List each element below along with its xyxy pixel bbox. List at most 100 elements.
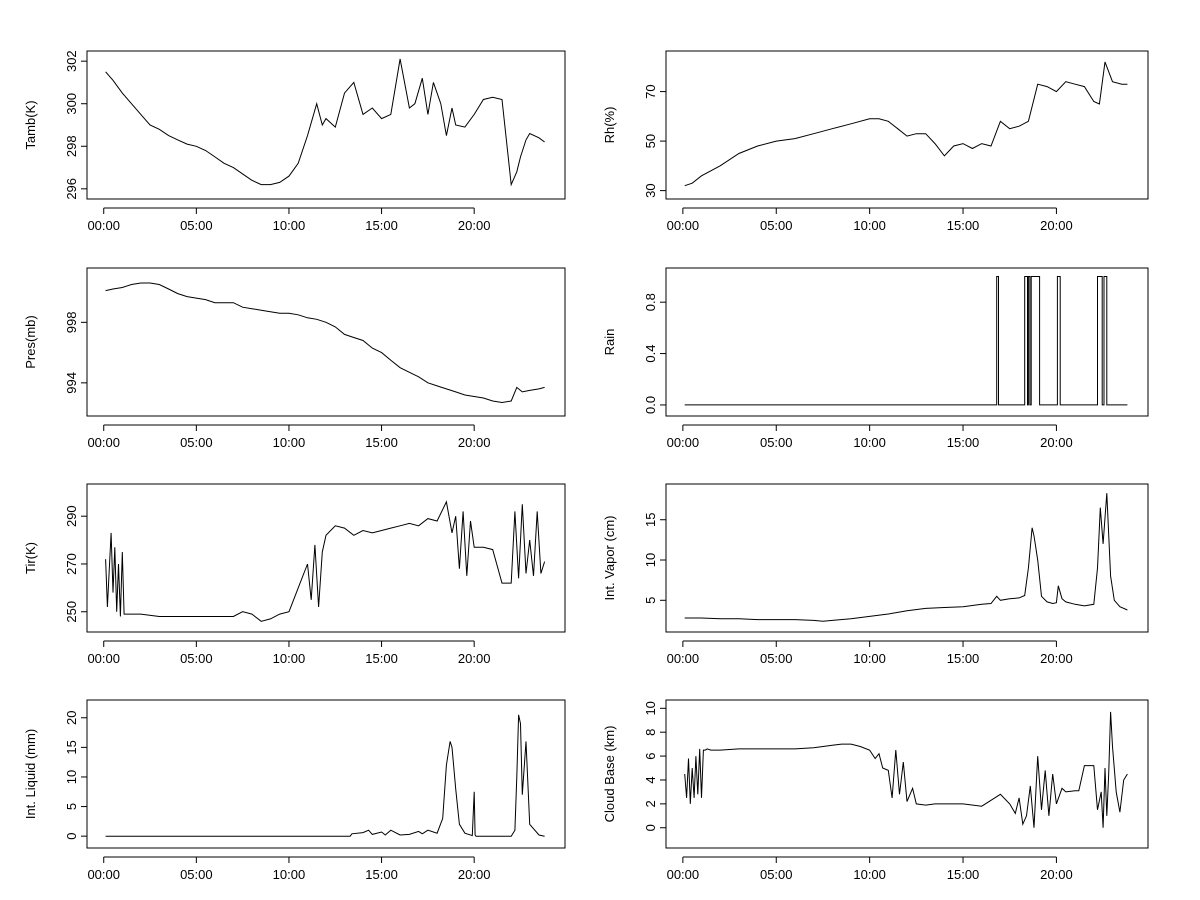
y-tick-label: 270 — [64, 553, 79, 575]
chart-panel-6: 0 5 10 15 20 Int. Liquid (mm) 00:00 05:00 10:00 1… — [23, 699, 566, 882]
x-tick-label: 05:00 — [180, 651, 213, 666]
y-tick-label: 0.0 — [643, 396, 658, 414]
y-tick-label: 0 — [643, 824, 658, 831]
x-tick-label: 00:00 — [667, 651, 700, 666]
x-tick-label: 15:00 — [947, 867, 980, 882]
y-tick-label: 15 — [64, 740, 79, 754]
plot-frame — [665, 483, 1149, 633]
series-line — [684, 711, 1128, 828]
y-axis-label: Tir(K) — [23, 542, 38, 574]
chart-panel-0: 296 298 300 302 Tamb(K) 00:00 05:00 10:00 15:00 2… — [23, 50, 566, 233]
x-tick-label: 00:00 — [87, 867, 120, 882]
y-tick-label: 20 — [64, 711, 79, 725]
x-tick-label: 00:00 — [667, 867, 700, 882]
series-line — [684, 276, 1128, 406]
x-tick-label: 05:00 — [180, 867, 213, 882]
x-tick-label: 10:00 — [273, 651, 306, 666]
x-tick-label: 15:00 — [947, 218, 980, 233]
series-line — [684, 61, 1128, 187]
x-tick-label: 15:00 — [365, 867, 398, 882]
x-tick-label: 20:00 — [1040, 218, 1073, 233]
x-tick-label: 05:00 — [180, 435, 213, 450]
x-tick-label: 20:00 — [458, 651, 491, 666]
plot-frame — [665, 699, 1149, 849]
x-tick-label: 10:00 — [853, 435, 886, 450]
y-axis-label: Pres(mb) — [23, 315, 38, 368]
y-tick-label: 302 — [64, 50, 79, 72]
x-tick-label: 15:00 — [365, 651, 398, 666]
y-axis-label: Rh(%) — [602, 107, 617, 144]
y-axis-label: Cloud Base (km) — [602, 726, 617, 823]
plot-frame — [86, 699, 566, 849]
y-tick-label: 2 — [643, 800, 658, 807]
x-tick-label: 20:00 — [458, 435, 491, 450]
plot-frame — [86, 267, 566, 417]
y-tick-label: 0.4 — [643, 345, 658, 363]
x-tick-label: 00:00 — [87, 435, 120, 450]
x-tick-label: 10:00 — [273, 218, 306, 233]
y-tick-label: 250 — [64, 601, 79, 623]
series-line — [105, 500, 546, 622]
x-tick-label: 05:00 — [180, 218, 213, 233]
x-tick-label: 00:00 — [87, 218, 120, 233]
y-axis-label: Int. Liquid (mm) — [23, 729, 38, 819]
x-tick-label: 15:00 — [365, 218, 398, 233]
x-tick-label: 05:00 — [760, 435, 793, 450]
y-tick-label: 298 — [64, 135, 79, 157]
y-tick-label: 70 — [643, 84, 658, 98]
x-tick-label: 20:00 — [458, 218, 491, 233]
chart-panel-5: 5 10 15 Int. Vapor (cm) 00:00 05:00 10:00 15:00… — [602, 483, 1149, 666]
x-tick-label: 00:00 — [667, 435, 700, 450]
y-tick-label: 10 — [643, 553, 658, 567]
x-tick-label: 05:00 — [760, 651, 793, 666]
chart-panel-1: 30 50 70 Rh(%) 00:00 05:00 10:00 15:00 20:00 — [602, 50, 1149, 233]
y-tick-label: 998 — [64, 311, 79, 333]
x-tick-label: 10:00 — [853, 867, 886, 882]
y-axis-label: Tamb(K) — [23, 100, 38, 149]
x-tick-label: 10:00 — [853, 651, 886, 666]
chart-panel-2: 994 998 Pres(mb) 00:00 05:00 10:00 15:00 20:00 — [23, 267, 566, 450]
x-tick-label: 15:00 — [947, 435, 980, 450]
x-tick-label: 20:00 — [1040, 435, 1073, 450]
x-tick-label: 00:00 — [87, 651, 120, 666]
series-line — [684, 493, 1128, 622]
x-tick-label: 10:00 — [273, 867, 306, 882]
y-tick-label: 50 — [643, 134, 658, 148]
y-tick-label: 0.8 — [643, 293, 658, 311]
y-tick-label: 15 — [643, 512, 658, 526]
x-tick-label: 20:00 — [1040, 867, 1073, 882]
y-tick-label: 300 — [64, 93, 79, 115]
plot-frame — [665, 50, 1149, 200]
series-line — [105, 58, 545, 187]
y-tick-label: 30 — [643, 183, 658, 197]
x-tick-label: 15:00 — [947, 651, 980, 666]
x-tick-label: 10:00 — [273, 435, 306, 450]
chart-panel-4: 250 270 290 Tir(K) 00:00 05:00 10:00 15:00 20:00 — [23, 483, 566, 666]
plot-frame — [86, 483, 566, 633]
y-tick-label: 296 — [64, 178, 79, 200]
x-tick-label: 00:00 — [667, 218, 700, 233]
y-tick-label: 5 — [64, 803, 79, 810]
x-tick-label: 20:00 — [458, 867, 491, 882]
plot-frame — [665, 267, 1149, 417]
y-tick-label: 290 — [64, 505, 79, 527]
x-tick-label: 20:00 — [1040, 651, 1073, 666]
series-line — [105, 714, 545, 837]
y-tick-label: 10 — [64, 770, 79, 784]
y-axis-label: Rain — [602, 329, 617, 356]
y-tick-label: 10 — [643, 701, 658, 715]
y-tick-label: 5 — [643, 597, 658, 604]
x-tick-label: 10:00 — [853, 218, 886, 233]
y-axis-label: Int. Vapor (cm) — [602, 515, 617, 600]
x-tick-label: 05:00 — [760, 867, 793, 882]
x-tick-label: 15:00 — [365, 435, 398, 450]
y-tick-label: 4 — [643, 776, 658, 783]
series-line — [105, 282, 545, 404]
chart-panel-3: 0.0 0.4 0.8 Rain 00:00 05:00 10:00 15:00 20:00 — [602, 267, 1149, 450]
x-tick-label: 05:00 — [760, 218, 793, 233]
plot-frame — [86, 50, 566, 200]
y-tick-label: 994 — [64, 372, 79, 394]
y-tick-label: 0 — [64, 833, 79, 840]
chart-panel-7: 0 2 4 6 8 10 Cloud Base (km) 00:00 05:00 10:00 15:… — [602, 699, 1149, 882]
